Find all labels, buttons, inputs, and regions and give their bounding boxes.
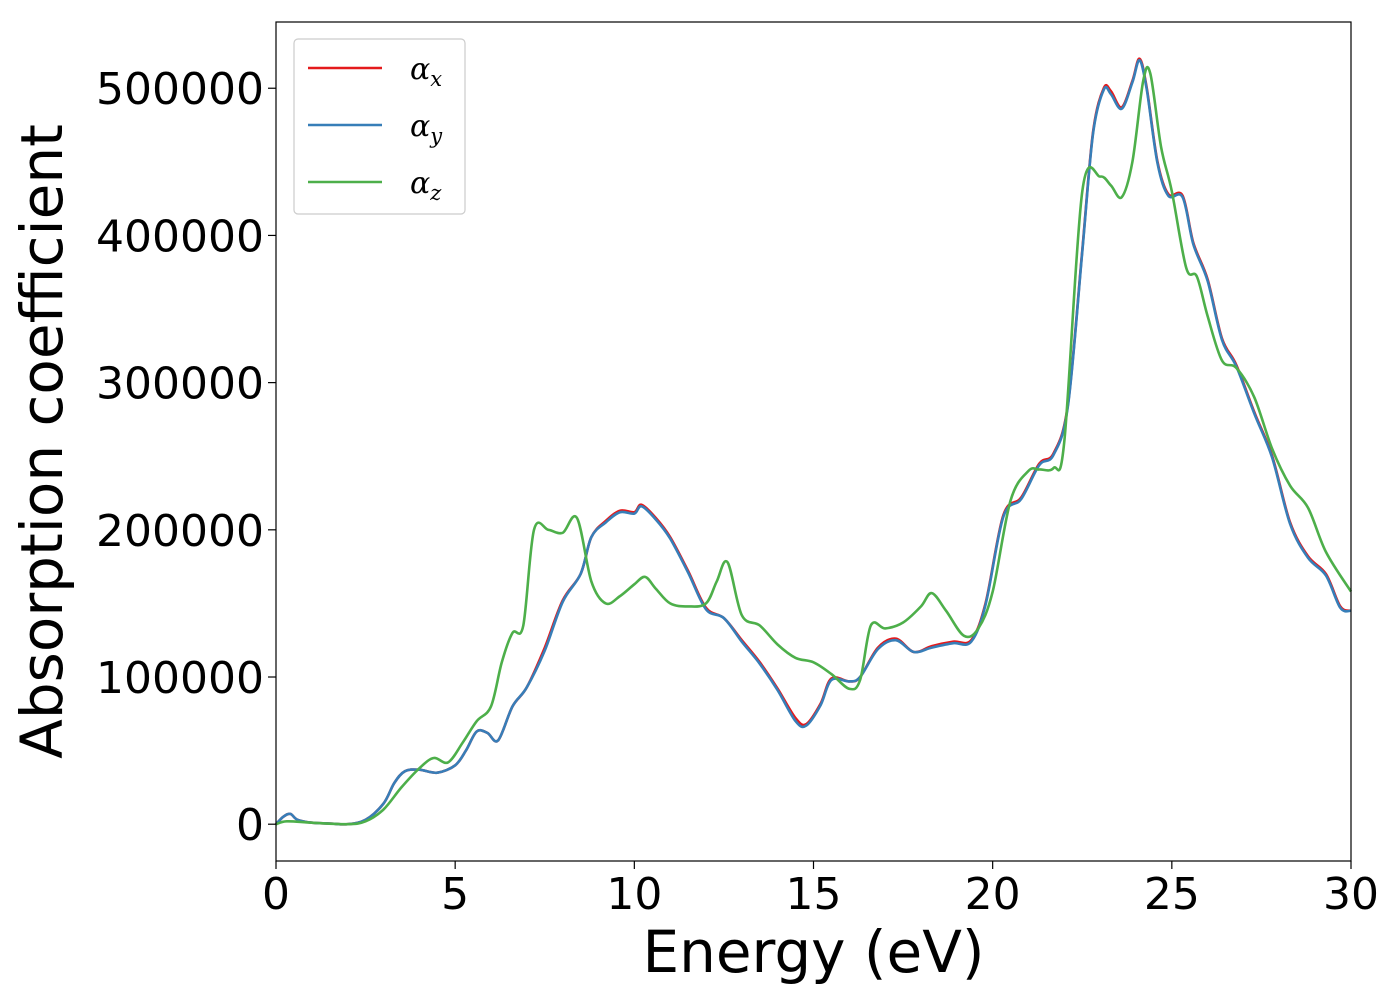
x-tick-label: 5 bbox=[441, 869, 469, 920]
y-tick-label: 0 bbox=[236, 800, 264, 851]
series-line-y bbox=[275, 58, 1352, 826]
x-tick-label: 15 bbox=[786, 869, 842, 920]
y-axis-title: Absorption coefficient bbox=[8, 124, 76, 759]
y-tick-label: 100000 bbox=[96, 653, 264, 704]
y-tick-label: 400000 bbox=[96, 211, 264, 262]
x-axis-title: Energy (eV) bbox=[642, 918, 984, 986]
legend-box bbox=[293, 38, 466, 215]
y-axis: 0 100000 200000 300000 400000 500000 bbox=[96, 64, 276, 851]
y-tick-label: 300000 bbox=[96, 359, 264, 410]
y-tick-label: 500000 bbox=[96, 64, 264, 115]
series-line-z bbox=[275, 65, 1353, 826]
x-tick-label: 10 bbox=[606, 869, 662, 920]
x-tick-label: 0 bbox=[262, 869, 290, 920]
legend-label-x: αx bbox=[410, 52, 442, 91]
series-layer bbox=[275, 57, 1353, 826]
legend: αx αy αz bbox=[293, 38, 466, 215]
x-axis: 0 5 10 15 20 25 30 bbox=[262, 861, 1379, 920]
x-tick-label: 30 bbox=[1323, 869, 1379, 920]
x-tick-label: 20 bbox=[965, 869, 1021, 920]
x-tick-label: 25 bbox=[1144, 869, 1200, 920]
legend-label-z: αz bbox=[410, 166, 442, 205]
legend-label-y: αy bbox=[410, 109, 443, 148]
y-tick-label: 200000 bbox=[96, 506, 264, 557]
